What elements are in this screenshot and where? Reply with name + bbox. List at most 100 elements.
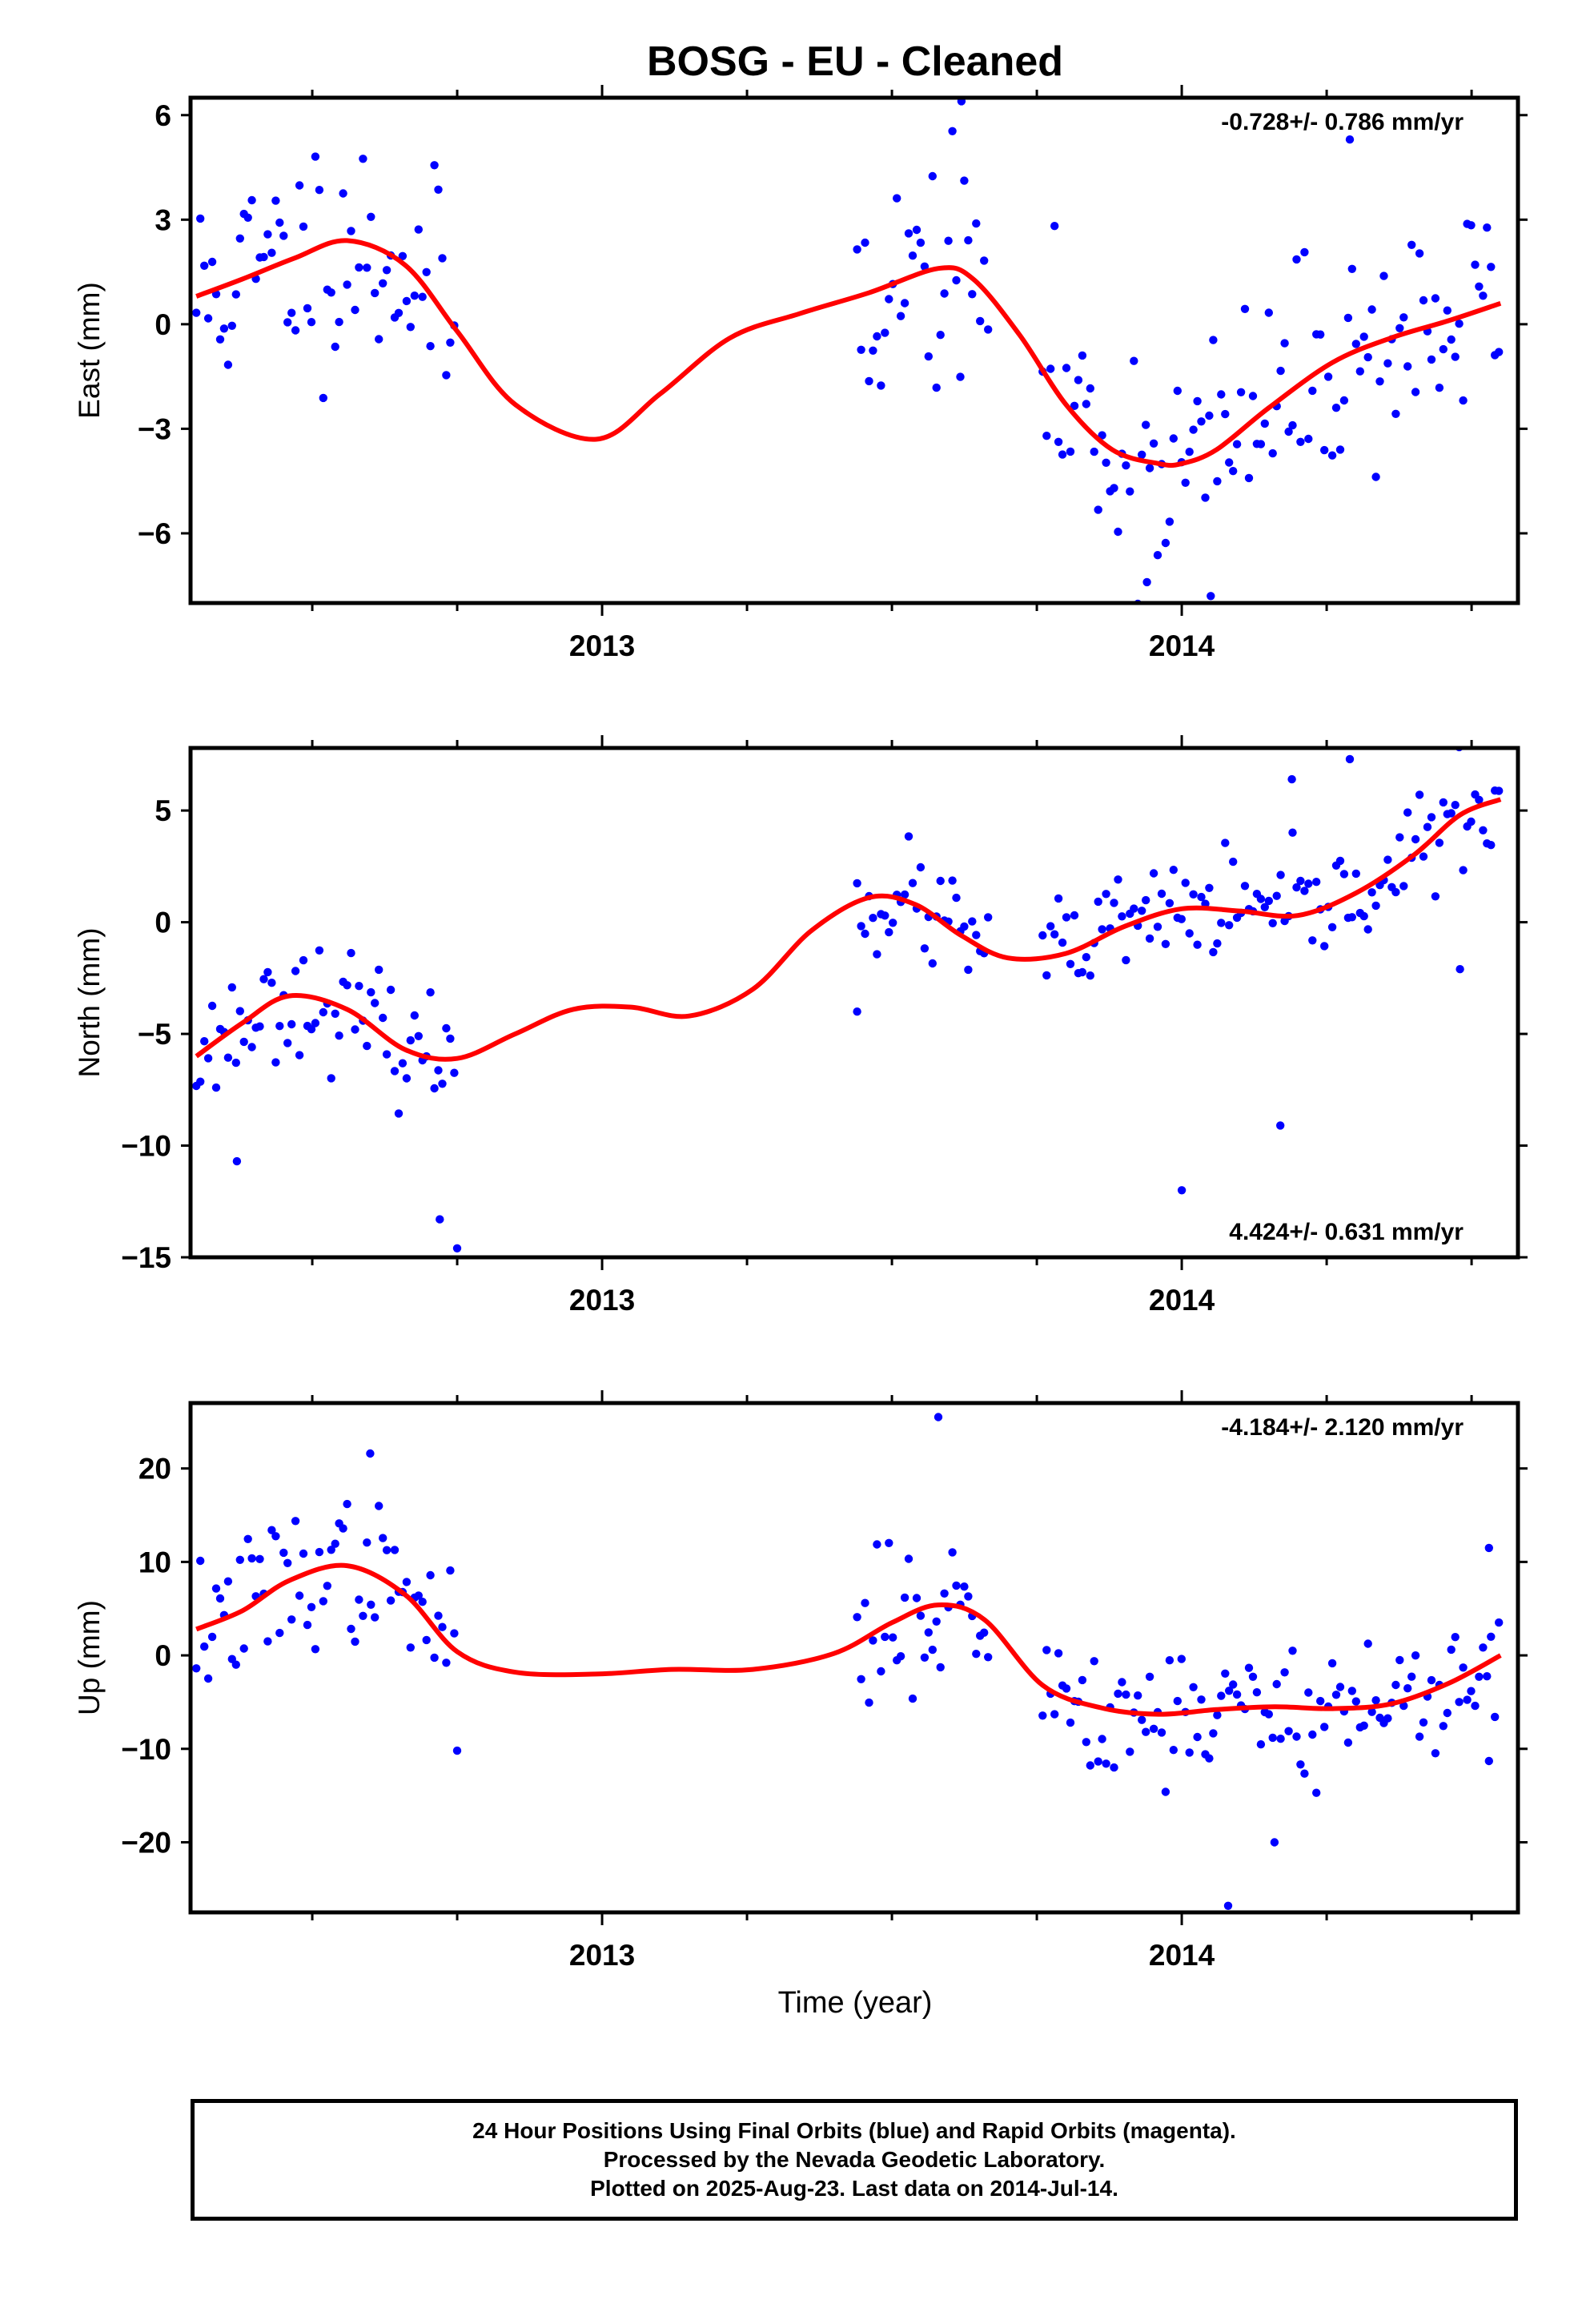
- data-point: [1467, 221, 1476, 230]
- data-point: [1169, 1746, 1178, 1755]
- data-point: [1138, 1715, 1146, 1724]
- data-point: [1451, 1633, 1460, 1642]
- data-point: [877, 1667, 885, 1676]
- data-point: [920, 262, 930, 271]
- data-point: [311, 1019, 320, 1027]
- data-point: [303, 304, 312, 313]
- data-point: [1335, 1683, 1345, 1691]
- data-point: [865, 376, 873, 386]
- data-point: [1058, 450, 1067, 459]
- data-point: [1042, 1646, 1051, 1655]
- data-point: [434, 185, 443, 194]
- data-point: [271, 1532, 280, 1541]
- data-point: [1399, 313, 1408, 322]
- data-point: [1395, 1655, 1404, 1665]
- data-point: [1484, 1756, 1494, 1766]
- data-point: [1367, 888, 1376, 897]
- data-point: [371, 288, 379, 298]
- data-point: [1252, 1688, 1262, 1697]
- data-point: [853, 879, 861, 888]
- data-point: [1284, 1727, 1293, 1735]
- data-point: [1062, 1684, 1071, 1693]
- data-point: [984, 913, 993, 922]
- data-point: [434, 1066, 443, 1075]
- y-tick-label: −15: [121, 1241, 171, 1274]
- data-point: [1240, 882, 1250, 891]
- data-point: [1331, 1691, 1341, 1699]
- data-point: [371, 999, 379, 1007]
- data-point: [1264, 308, 1274, 317]
- data-point: [200, 1037, 209, 1046]
- data-point: [434, 1611, 443, 1620]
- data-point: [944, 236, 953, 245]
- data-point: [438, 254, 447, 263]
- data-point: [1483, 1672, 1492, 1681]
- data-point: [1082, 400, 1091, 408]
- data-point: [307, 1025, 316, 1034]
- data-point: [339, 1524, 347, 1533]
- data-point: [1447, 1645, 1456, 1655]
- data-point: [908, 251, 917, 260]
- data-point: [366, 1449, 375, 1458]
- data-point: [1232, 1690, 1242, 1699]
- data-point: [1256, 895, 1266, 903]
- data-point: [1149, 1724, 1158, 1733]
- data-point: [382, 1546, 391, 1554]
- data-point: [1323, 372, 1333, 381]
- data-point: [1038, 1711, 1047, 1720]
- data-point: [904, 1554, 913, 1563]
- y-tick-label: 0: [155, 907, 171, 939]
- data-point: [1320, 1723, 1329, 1731]
- data-point: [291, 326, 300, 335]
- data-point: [1427, 355, 1436, 364]
- data-point: [1221, 838, 1230, 847]
- data-point: [885, 927, 893, 937]
- data-point: [1050, 1710, 1059, 1719]
- data-point: [307, 318, 316, 327]
- data-point: [446, 338, 455, 347]
- data-point: [355, 1595, 363, 1604]
- data-point: [283, 1039, 292, 1047]
- data-point: [1296, 1760, 1305, 1769]
- x-tick-label: 2014: [1149, 1939, 1215, 1972]
- data-point: [382, 266, 391, 275]
- data-point: [1054, 1649, 1063, 1658]
- data-point: [1276, 1121, 1285, 1130]
- data-point: [331, 342, 339, 352]
- y-tick-label: 10: [139, 1546, 171, 1578]
- rate-annotation: -4.184+/- 2.120 mm/yr: [1221, 1414, 1464, 1441]
- data-point: [1347, 264, 1357, 273]
- data-point: [984, 1653, 993, 1662]
- data-point: [267, 979, 276, 987]
- data-point: [1363, 925, 1372, 934]
- data-point: [1193, 396, 1202, 406]
- data-point: [315, 946, 324, 955]
- data-point: [1479, 826, 1488, 835]
- data-point: [928, 959, 938, 968]
- data-point: [1391, 887, 1400, 897]
- data-point: [1118, 912, 1126, 921]
- y-tick-label: 5: [155, 794, 171, 827]
- data-point: [1142, 1727, 1150, 1736]
- data-point: [908, 879, 917, 887]
- data-point: [430, 1653, 439, 1663]
- data-point: [948, 1548, 957, 1557]
- data-point: [1475, 1672, 1484, 1681]
- y-axis-label: Up (mm): [73, 1600, 106, 1715]
- data-point: [1058, 938, 1067, 947]
- data-point: [1320, 942, 1329, 951]
- data-point: [900, 890, 909, 899]
- data-point: [976, 316, 985, 326]
- data-point: [343, 1499, 351, 1509]
- data-point: [1351, 340, 1361, 348]
- data-point: [379, 1534, 387, 1542]
- data-point: [1475, 282, 1484, 291]
- up-panel: 20 10 0 −10 −20 2013 2014 Up (mm) -4.184+/- 2.12…: [73, 1390, 1528, 1972]
- data-point: [1479, 1643, 1488, 1652]
- data-point: [363, 263, 371, 272]
- data-point: [1407, 240, 1416, 249]
- data-point: [1304, 434, 1313, 444]
- data-point: [1213, 476, 1222, 486]
- data-point: [1126, 1747, 1134, 1756]
- data-point: [247, 195, 256, 205]
